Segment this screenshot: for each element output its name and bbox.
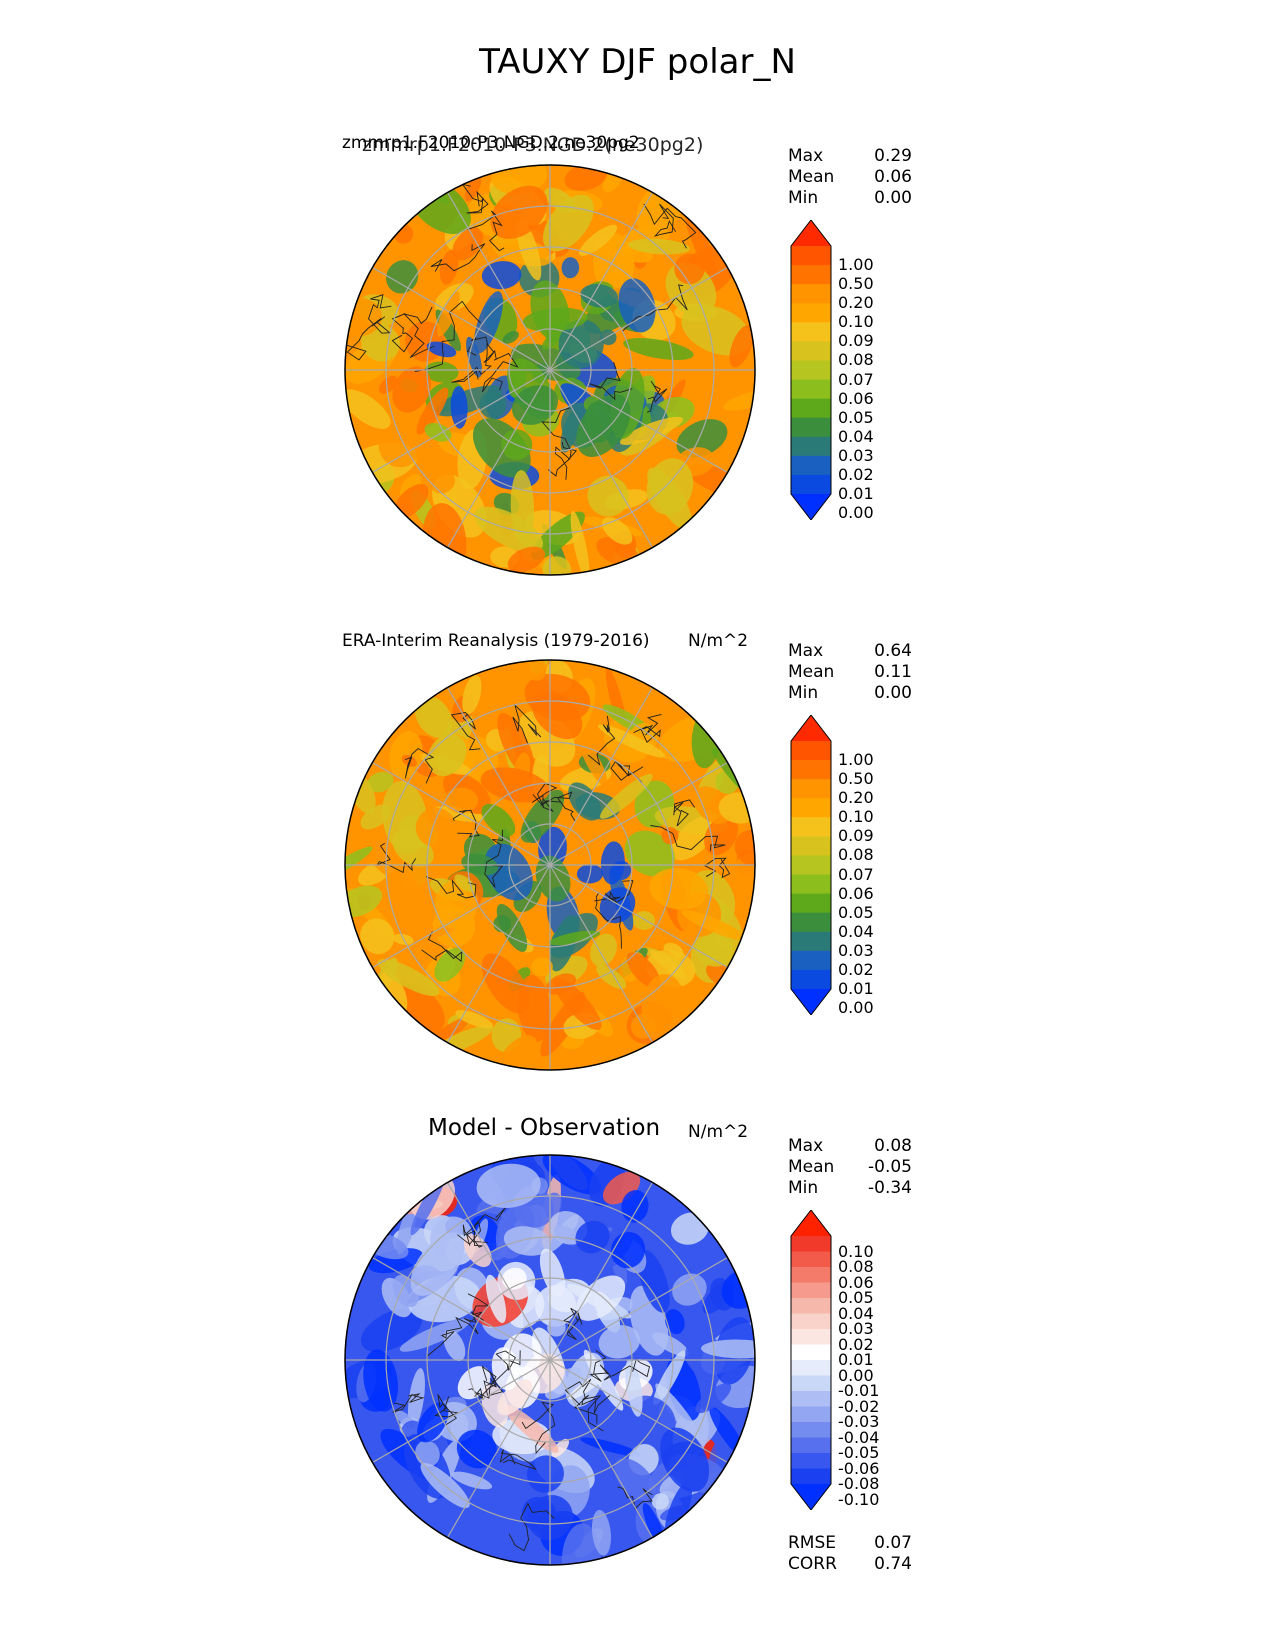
colorbar-tick-label: 0.10 <box>838 807 874 827</box>
stat-value: -0.34 <box>868 1178 912 1198</box>
colorbar-tick-label: 0.10 <box>838 1241 874 1261</box>
stat-label: Min <box>788 683 819 703</box>
panel-1-title-overlay: zmmrp1.F2010-P3.NGD.2(ne30pg2) <box>362 134 704 156</box>
colorbar-tick-label: -0.04 <box>838 1427 880 1447</box>
colorbar-tick-label: 0.04 <box>838 1303 874 1323</box>
colorbar-tick-label: -0.08 <box>838 1474 880 1493</box>
colorbar-tick-label: -0.01 <box>838 1381 880 1400</box>
colorbar-tick-label: 0.05 <box>838 902 874 922</box>
colorbar-tick-label: 0.50 <box>838 274 874 294</box>
stat-label: Min <box>788 188 819 208</box>
stat-label: Max <box>788 641 824 661</box>
colorbar-tick-label: 1.00 <box>838 750 874 770</box>
colorbar-tick-label: -0.10 <box>838 1489 880 1509</box>
stat-value: 0.11 <box>874 662 912 682</box>
colorbar-tick-label: 0.08 <box>838 1257 874 1276</box>
colorbar-tick-label: 0.07 <box>838 864 874 884</box>
colorbar-tick-label: 0.20 <box>838 788 874 808</box>
stat-value: 0.00 <box>874 683 912 703</box>
colorbar-tick-label: 0.09 <box>838 826 874 846</box>
stat-label: Max <box>788 1136 824 1156</box>
colorbar-tick-label: -0.03 <box>838 1412 880 1431</box>
colorbar-tick-label: 1.00 <box>838 255 874 275</box>
stat-value: 0.00 <box>874 188 912 208</box>
colorbar-tick-label: 0.05 <box>838 407 874 427</box>
stat-label: Mean <box>788 662 835 682</box>
colorbar-tick-label: -0.02 <box>838 1396 880 1416</box>
colorbar-tick-label: 0.08 <box>838 350 874 370</box>
colorbar-tick-label: 0.10 <box>838 312 874 332</box>
colorbar-tick-label: 0.09 <box>838 331 874 351</box>
extra-stat-label: RMSE <box>788 1533 837 1553</box>
stat-value: 0.29 <box>874 146 912 166</box>
colorbar-tick-label: 0.01 <box>838 484 874 503</box>
colorbar-tick-label: 0.04 <box>838 921 874 941</box>
colorbar-tick-label: 0.00 <box>838 998 874 1018</box>
extra-stat-label: CORR <box>788 1554 837 1574</box>
panel-1-map <box>344 164 756 576</box>
colorbar-tick-label: 0.03 <box>838 940 874 960</box>
panel-1-title: zmmrp1.F2010-P3.NGD.2.ne30pg2 <box>342 133 640 153</box>
colorbar-tick-label: -0.06 <box>838 1458 880 1478</box>
colorbar-tick-label: -0.05 <box>838 1443 880 1462</box>
colorbar-tick-label: 0.07 <box>838 369 874 389</box>
colorbar-tick-label: 0.04 <box>838 426 874 446</box>
panel-2-colorbar <box>790 715 832 1015</box>
panel-2-title: ERA-Interim Reanalysis (1979-2016) <box>342 631 650 651</box>
figure-title: TAUXY DJF polar_N <box>479 42 796 82</box>
extra-stat-value: 0.74 <box>874 1554 912 1574</box>
colorbar-tick-label: 0.02 <box>838 1334 874 1354</box>
stat-label: Min <box>788 1178 819 1198</box>
colorbar-tick-label: 0.02 <box>838 464 874 484</box>
panel-2-map <box>344 659 756 1071</box>
stat-value: 0.08 <box>874 1136 912 1156</box>
stat-label: Mean <box>788 1157 835 1177</box>
stat-value: -0.05 <box>868 1157 912 1177</box>
colorbar-tick-label: 0.50 <box>838 769 874 789</box>
colorbar-tick-label: 0.00 <box>838 503 874 523</box>
panel-2-units: N/m^2 <box>688 631 749 651</box>
colorbar-tick-label: 0.05 <box>838 1288 874 1307</box>
colorbar-tick-label: 0.08 <box>838 845 874 865</box>
panel-3-colorbar <box>790 1210 832 1510</box>
colorbar-tick-label: 0.00 <box>838 1365 874 1385</box>
stat-label: Max <box>788 146 824 166</box>
colorbar-tick-label: 0.01 <box>838 979 874 998</box>
panel-3-title: Model - Observation <box>428 1115 661 1141</box>
stat-label: Mean <box>788 167 835 187</box>
stat-value: 0.06 <box>874 167 912 187</box>
colorbar-tick-label: 0.01 <box>838 1350 874 1369</box>
colorbar-tick-label: 0.02 <box>838 959 874 979</box>
colorbar-tick-label: 0.20 <box>838 293 874 313</box>
panel-1-colorbar <box>790 220 832 520</box>
colorbar-tick-label: 0.06 <box>838 1272 874 1292</box>
colorbar-tick-label: 0.06 <box>838 883 874 903</box>
colorbar-tick-label: 0.03 <box>838 1319 874 1338</box>
extra-stat-value: 0.07 <box>874 1533 912 1553</box>
stat-value: 0.64 <box>874 641 912 661</box>
panel-3-units: N/m^2 <box>688 1122 749 1142</box>
colorbar-tick-label: 0.03 <box>838 445 874 465</box>
panel-3-map <box>344 1154 756 1566</box>
colorbar-tick-label: 0.06 <box>838 388 874 408</box>
